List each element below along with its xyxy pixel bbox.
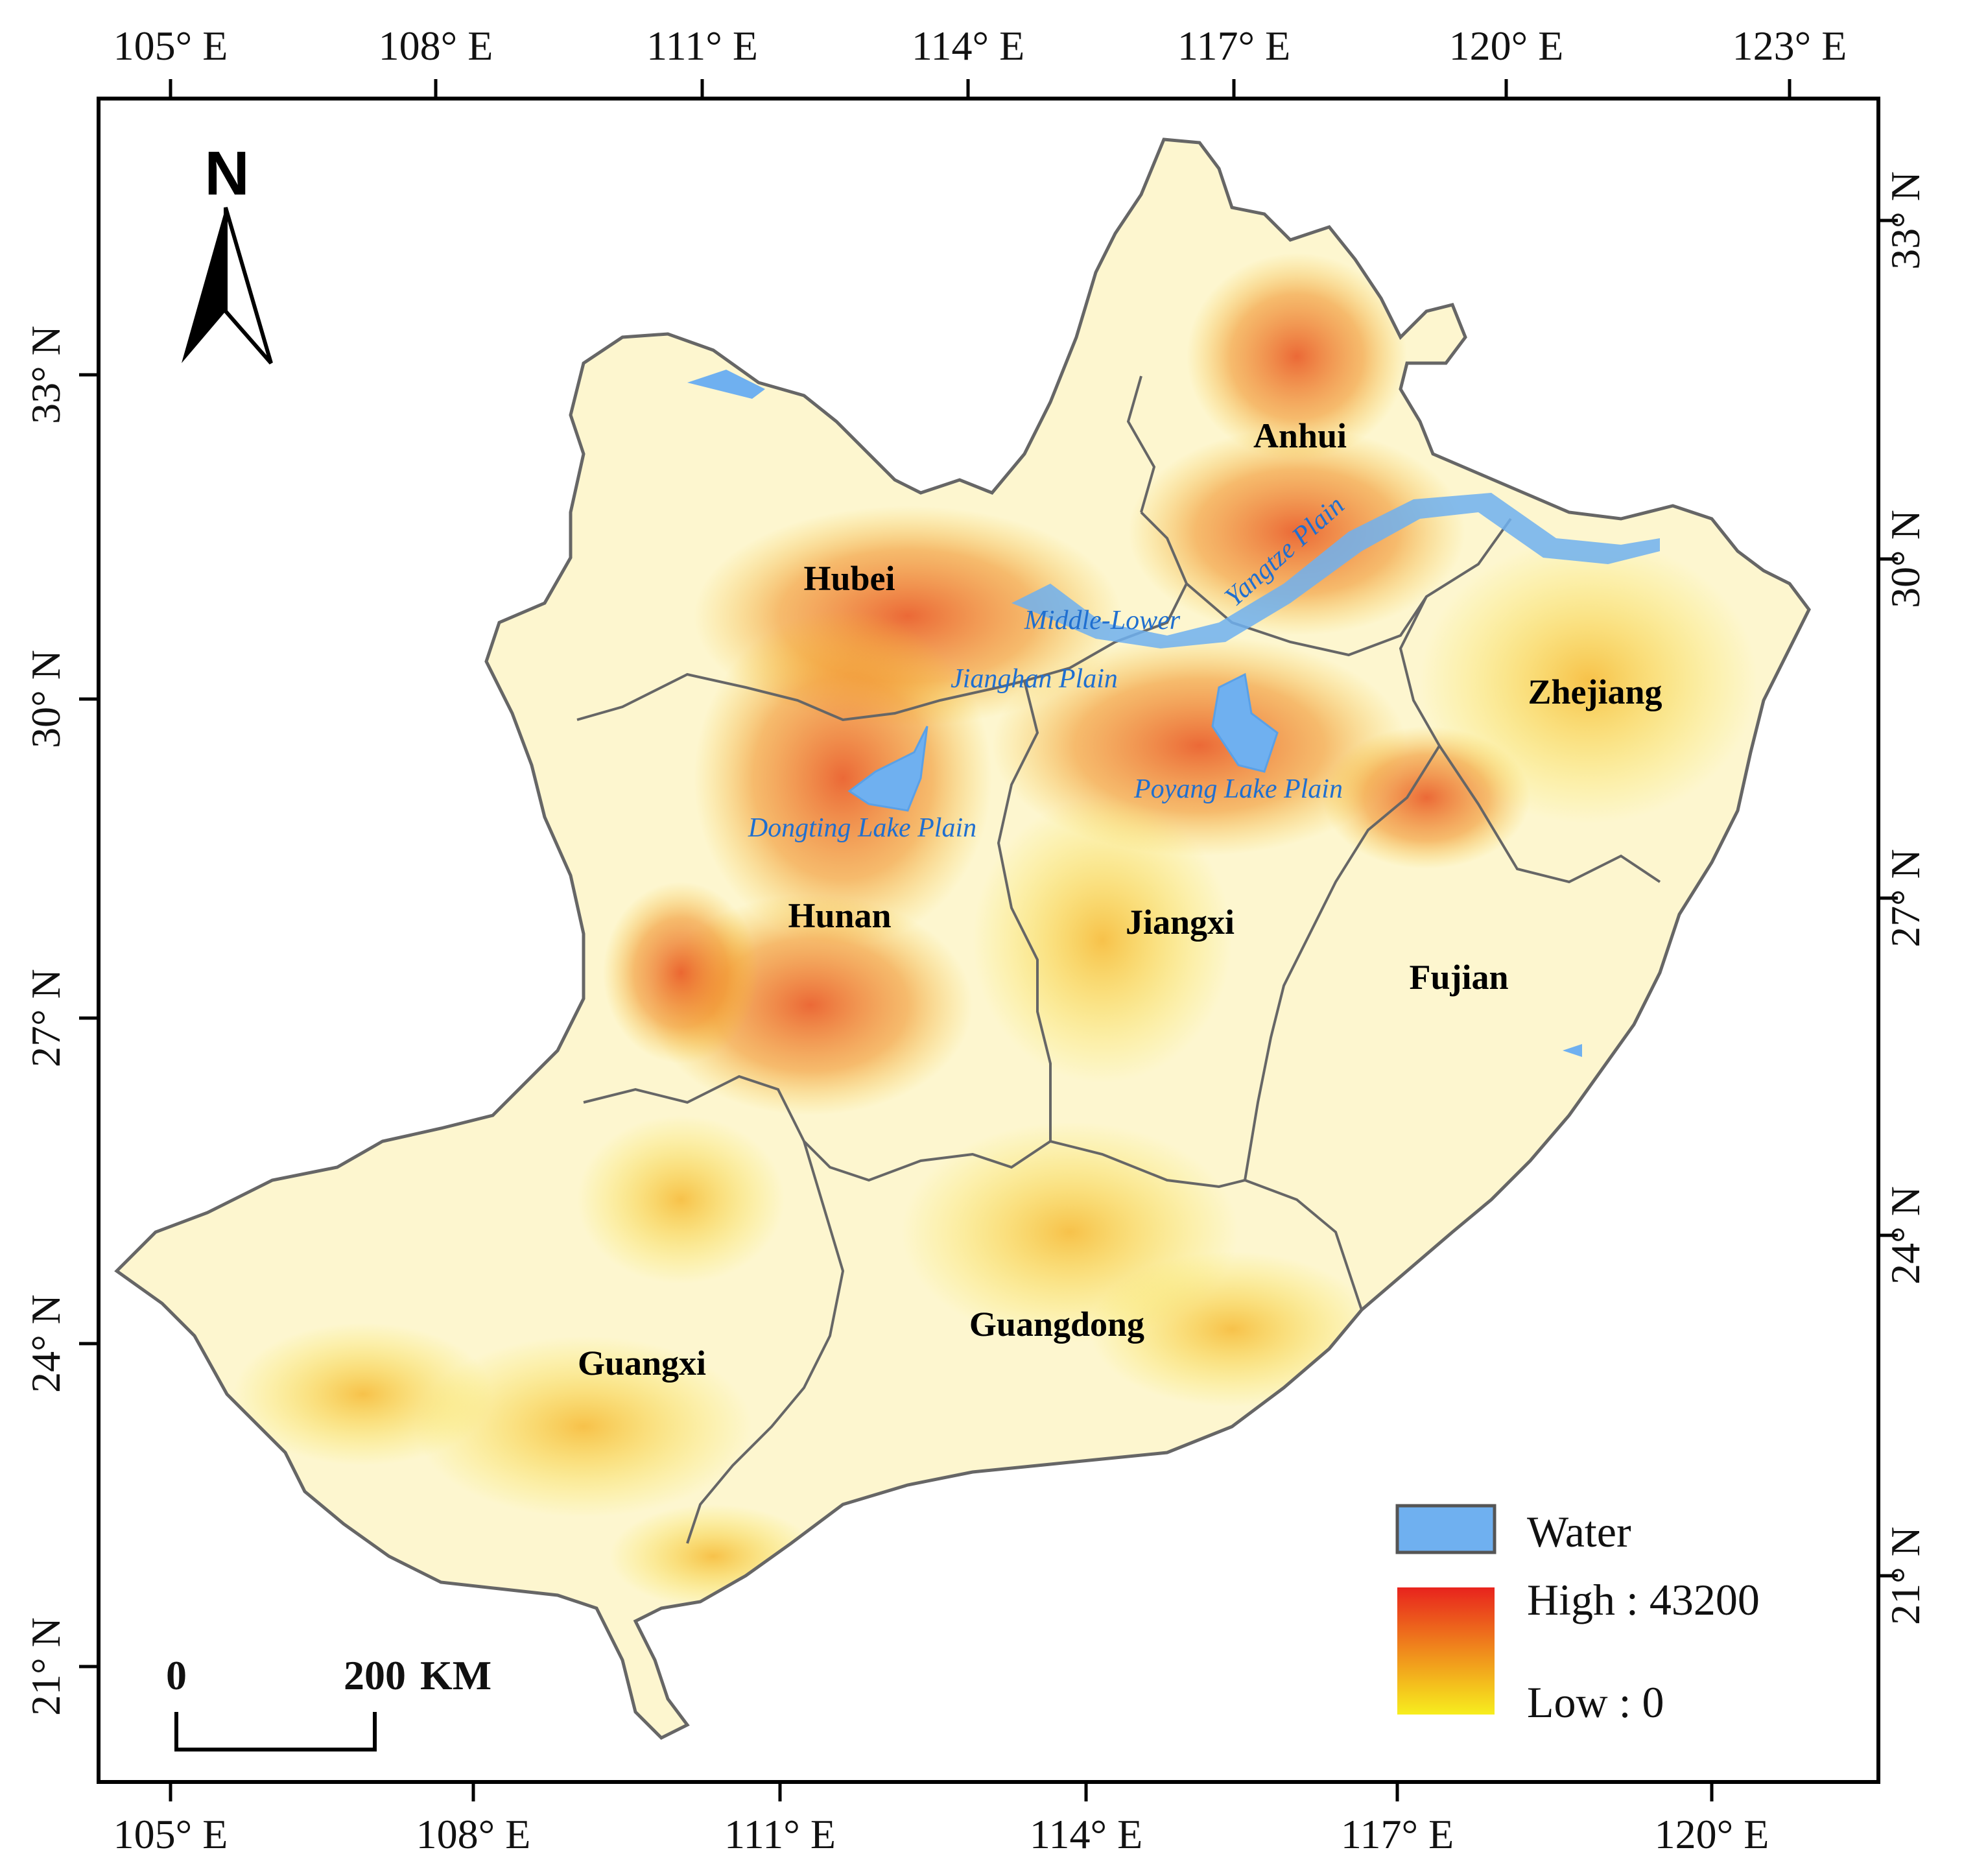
- lat-tick-label: 33° N: [1882, 171, 1928, 270]
- legend-water-label: Water: [1527, 1507, 1631, 1556]
- lon-tick-label: 120° E: [1449, 23, 1564, 69]
- lon-tick-label: 114° E: [912, 23, 1024, 69]
- scale-end-label: 200: [344, 1652, 406, 1698]
- lon-tick-label: 123° E: [1733, 23, 1847, 69]
- lat-tick-label: 27° N: [1882, 849, 1928, 947]
- legend-low-label: Low : 0: [1527, 1678, 1664, 1727]
- lat-tick-label: 21° N: [1882, 1526, 1928, 1625]
- legend-water-swatch: [1395, 1504, 1496, 1554]
- lon-tick-label: 105° E: [113, 1811, 228, 1857]
- province-label-anhui: Anhui: [1253, 416, 1347, 455]
- province-label-guangxi: Guangxi: [578, 1344, 706, 1383]
- lon-tick-label: 108° E: [379, 23, 493, 69]
- lat-tick-label: 33° N: [23, 326, 69, 424]
- province-label-guangdong: Guangdong: [969, 1305, 1144, 1344]
- lat-tick-label: 24° N: [1882, 1186, 1928, 1285]
- province-label-hubei: Hubei: [803, 559, 895, 598]
- north-arrow: N: [182, 139, 273, 364]
- province-boundaries: [114, 137, 1811, 1740]
- lat-tick-label: 24° N: [23, 1294, 69, 1393]
- scale-bar-line: [174, 1712, 377, 1751]
- lon-tick-label: 111° E: [646, 23, 758, 69]
- scale-bar: 0 200 KM: [166, 1652, 491, 1751]
- scale-unit-label: KM: [420, 1652, 491, 1698]
- dongting-lake: [847, 726, 928, 812]
- lon-tick-label: 117° E: [1177, 23, 1290, 69]
- plain-label-jianghan: Jianghan Plain: [951, 664, 1118, 694]
- lon-tick-label: 105° E: [113, 23, 228, 69]
- plain-label-middle-lower: Middle-Lower: [1024, 606, 1181, 635]
- plain-label-dongting: Dongting Lake Plain: [748, 813, 976, 843]
- legend-gradient-swatch: [1397, 1587, 1495, 1715]
- north-label: N: [204, 139, 249, 208]
- lon-tick-label: 108° E: [416, 1811, 531, 1857]
- plain-label-poyang: Poyang Lake Plain: [1133, 774, 1343, 804]
- province-label-jiangxi: Jiangxi: [1126, 903, 1235, 942]
- scale-start-label: 0: [166, 1652, 187, 1698]
- legend-high-label: High : 43200: [1527, 1575, 1760, 1624]
- north-arrow-left-half: [182, 208, 226, 363]
- right-latitude-labels: 33° N 30° N 27° N 24° N 21° N: [1882, 171, 1928, 1625]
- water-bodies: [687, 370, 1660, 1057]
- graticule-ticks: [79, 79, 1898, 1801]
- north-arrow-right-half: [224, 207, 273, 364]
- lon-tick-label: 117° E: [1341, 1811, 1454, 1857]
- small-water: [1563, 1044, 1582, 1057]
- poyang-lake: [1211, 672, 1279, 773]
- bottom-longitude-labels: 105° E 108° E 111° E 114° E 117° E 120° …: [113, 1811, 1769, 1857]
- province-labels: Anhui Hubei Zhejiang Hunan Jiangxi Fujia…: [578, 416, 1662, 1383]
- province-label-hunan: Hunan: [788, 896, 891, 935]
- lon-tick-label: 111° E: [724, 1811, 836, 1857]
- lat-tick-label: 30° N: [1882, 510, 1928, 608]
- province-label-zhejiang: Zhejiang: [1528, 672, 1662, 711]
- legend: Water High : 43200 Low : 0: [1395, 1504, 1760, 1727]
- top-longitude-labels: 105° E 108° E 111° E 114° E 117° E 120° …: [113, 23, 1847, 69]
- lat-tick-label: 27° N: [23, 969, 69, 1067]
- danjiangkou-reservoir: [687, 370, 765, 399]
- lon-tick-label: 114° E: [1030, 1811, 1142, 1857]
- lon-tick-label: 120° E: [1655, 1811, 1769, 1857]
- lat-tick-label: 30° N: [23, 650, 69, 748]
- lat-tick-label: 21° N: [23, 1617, 69, 1716]
- left-latitude-labels: 33° N 30° N 27° N 24° N 21° N: [23, 326, 69, 1716]
- province-label-fujian: Fujian: [1409, 958, 1508, 997]
